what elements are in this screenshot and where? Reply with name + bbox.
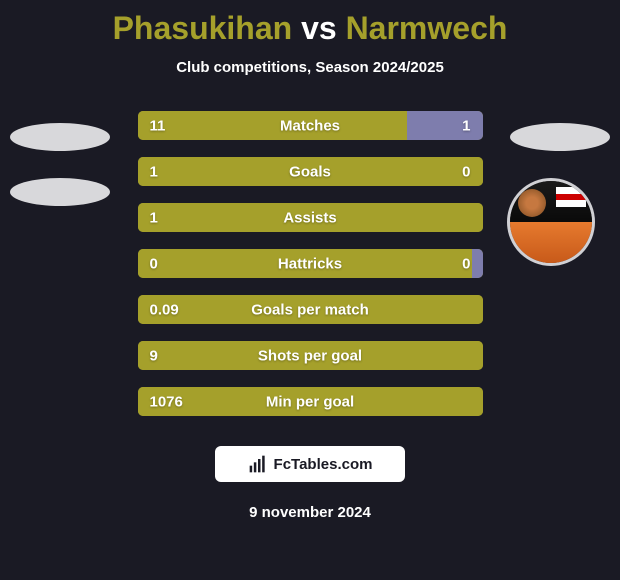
stat-value-left: 11: [150, 117, 166, 134]
stat-label: Assists: [283, 209, 336, 226]
stat-value-left: 1076: [150, 393, 183, 410]
stat-row: 0 0 Hattricks: [138, 249, 483, 278]
stat-bar-left: [138, 111, 407, 140]
player2-name: Narmwech: [346, 10, 508, 46]
stat-row: 0.09 Goals per match: [138, 295, 483, 324]
stat-value-left: 1: [150, 163, 158, 180]
stat-value-left: 0: [150, 255, 158, 272]
footer-date: 9 november 2024: [0, 504, 620, 521]
player2-club-badge: [507, 178, 595, 266]
stat-bar-right: [407, 111, 483, 140]
stat-value-left: 0.09: [150, 301, 179, 318]
stat-label: Goals per match: [251, 301, 369, 318]
stat-label: Min per goal: [266, 393, 354, 410]
chart-icon: [248, 454, 268, 474]
stat-bar-right: [472, 249, 482, 278]
player1-name: Phasukihan: [113, 10, 293, 46]
stat-value-left: 9: [150, 347, 158, 364]
footer-brand[interactable]: FcTables.com: [215, 446, 405, 482]
subtitle: Club competitions, Season 2024/2025: [0, 59, 620, 76]
vs-text: vs: [301, 10, 337, 46]
stat-value-right: 1: [462, 117, 470, 134]
stat-value-right: 0: [462, 163, 470, 180]
stat-label: Goals: [289, 163, 331, 180]
stat-row: 9 Shots per goal: [138, 341, 483, 370]
player2-logo-placeholder-1: [510, 123, 610, 151]
player1-logo-placeholder-1: [10, 123, 110, 151]
stat-value-right: 0: [462, 255, 470, 272]
player1-logo-placeholder-2: [10, 178, 110, 206]
stats-rows: 111Matches10Goals1Assists00Hattricks0.09…: [0, 111, 620, 416]
badge-lion-icon: [518, 189, 546, 217]
stat-label: Matches: [280, 117, 340, 134]
comparison-title: Phasukihan vs Narmwech: [0, 10, 620, 47]
stat-label: Hattricks: [278, 255, 342, 272]
footer-brand-text: FcTables.com: [274, 456, 373, 473]
stat-row: 1 Assists: [138, 203, 483, 232]
stat-row: 1076 Min per goal: [138, 387, 483, 416]
stat-label: Shots per goal: [258, 347, 362, 364]
stat-value-left: 1: [150, 209, 158, 226]
stat-row: 1 0 Goals: [138, 157, 483, 186]
stat-row: 111Matches: [138, 111, 483, 140]
badge-flag-icon: [556, 187, 586, 207]
